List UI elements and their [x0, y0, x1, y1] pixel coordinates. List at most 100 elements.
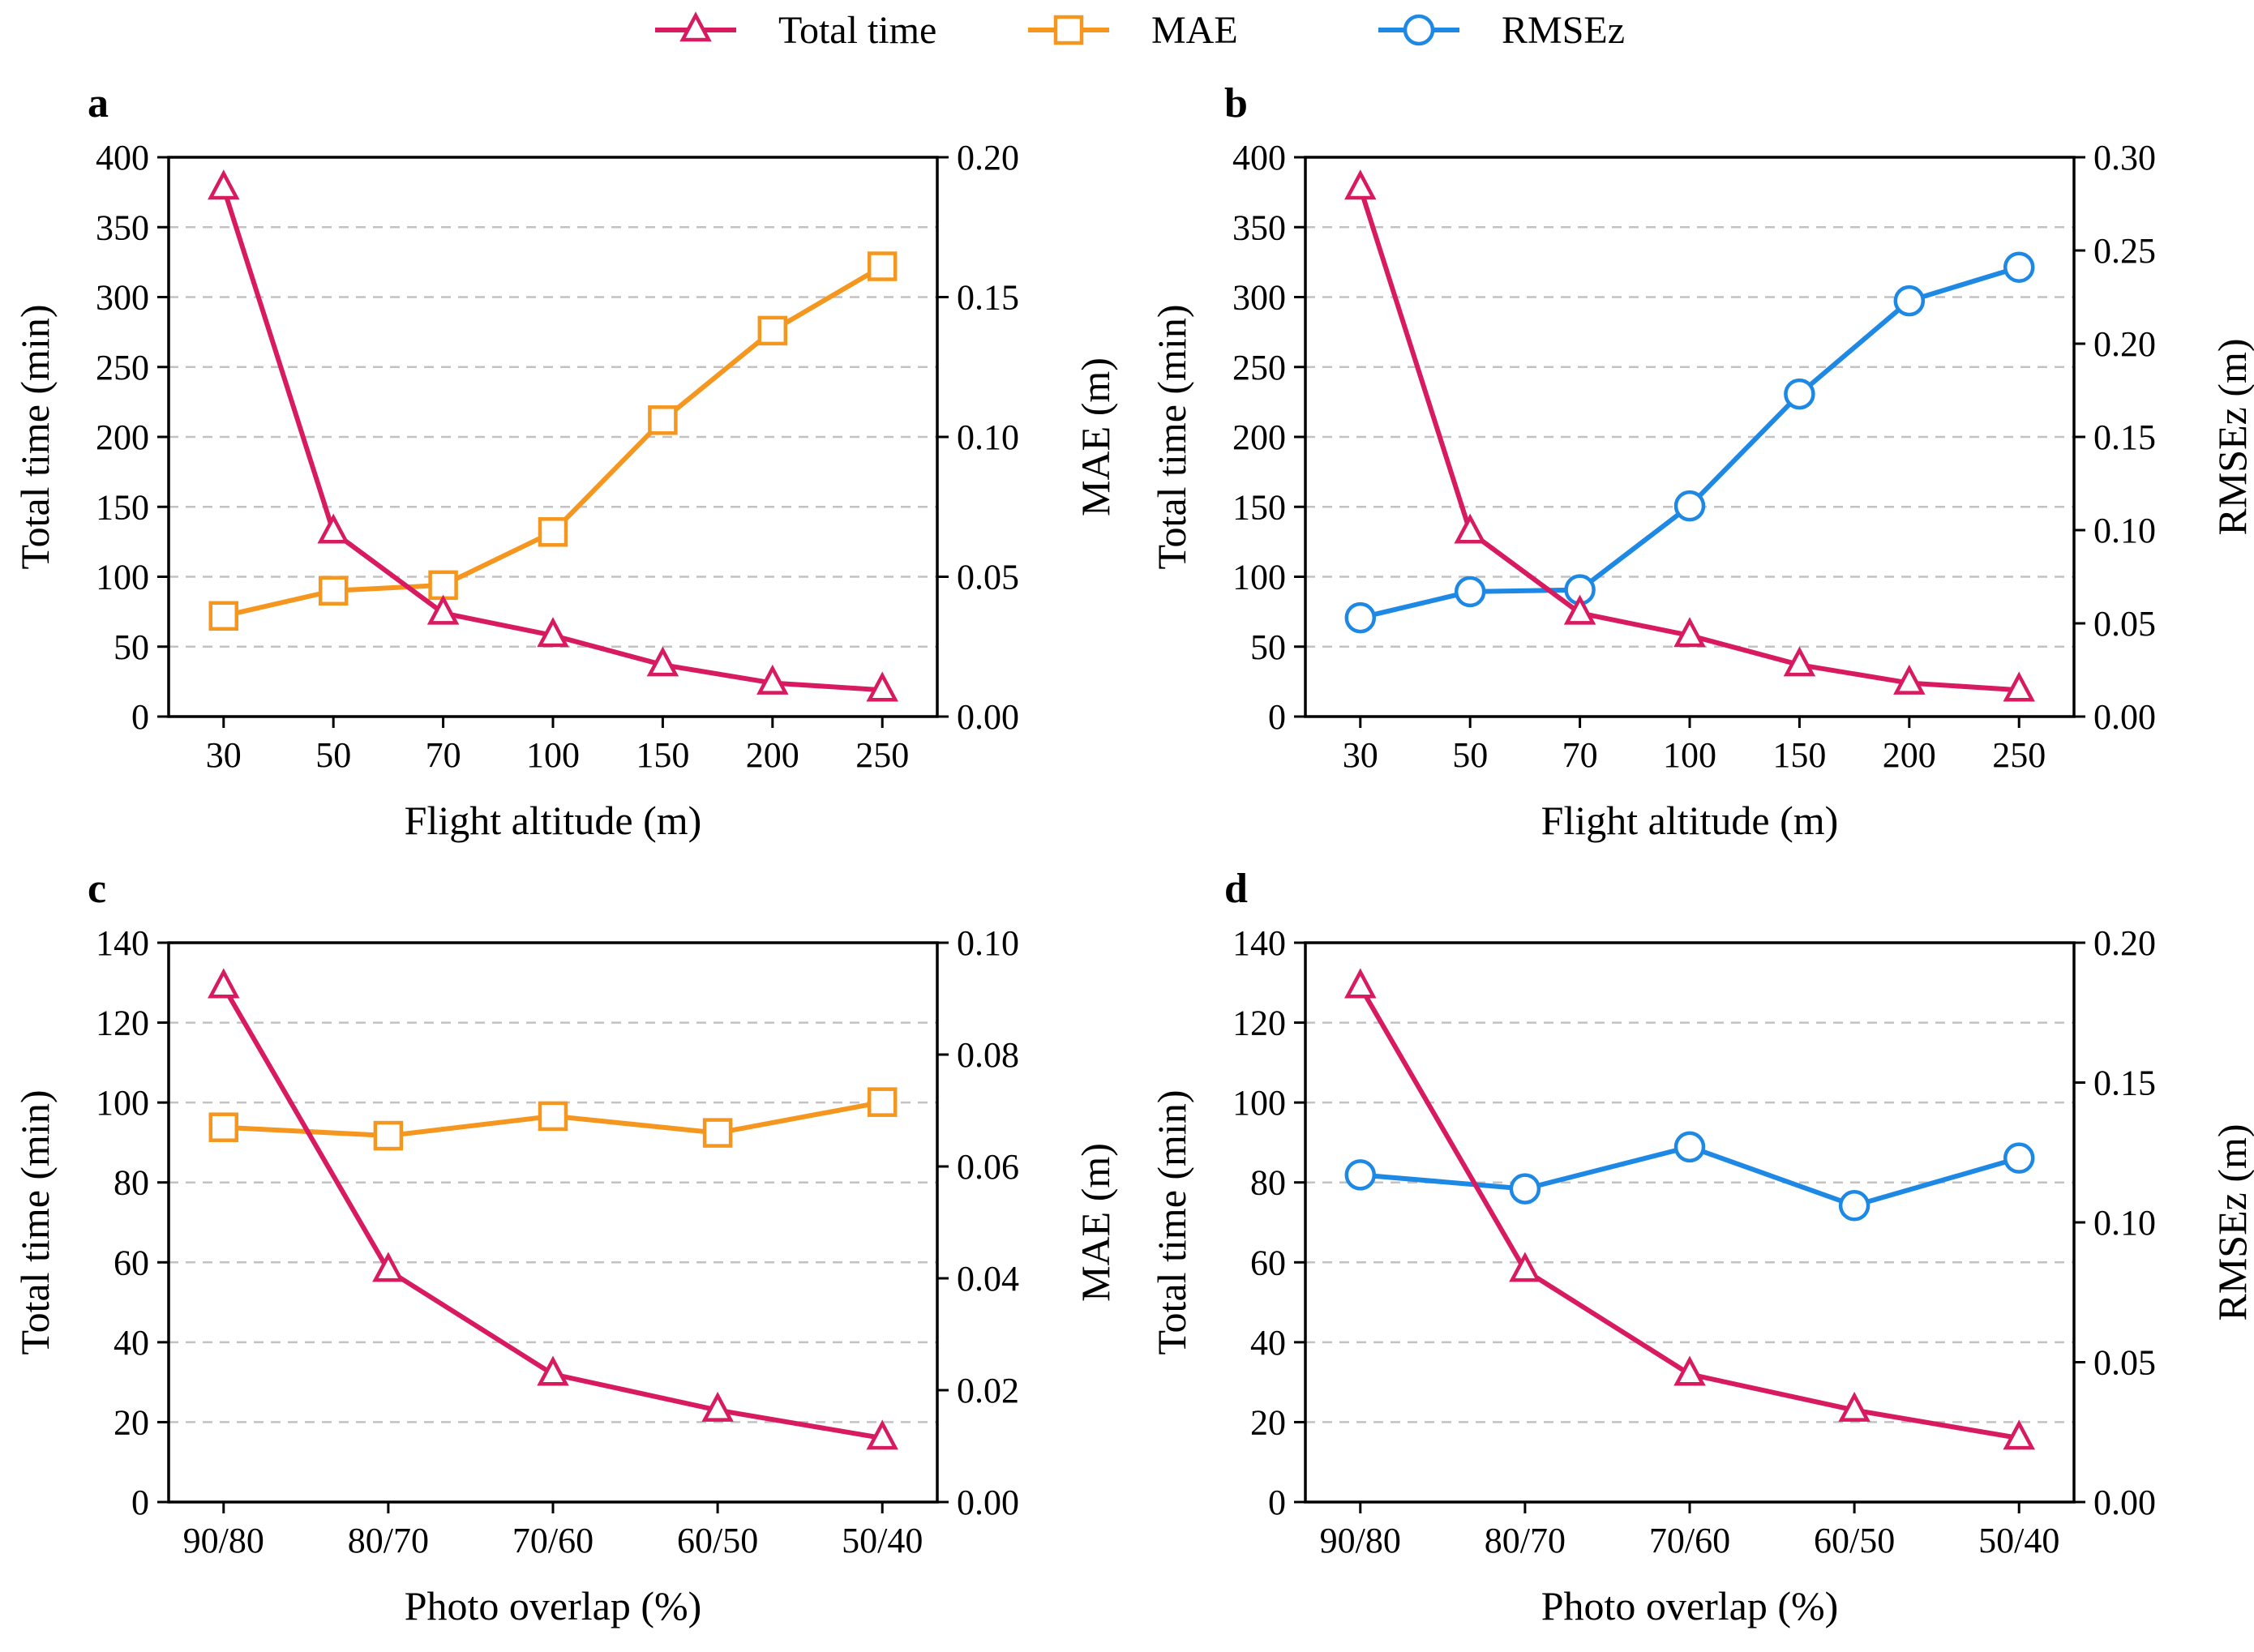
data-point-triangle: [317, 513, 349, 544]
legend-marker-triangle: [679, 11, 712, 42]
data-point-square: [373, 1120, 404, 1151]
data-point-triangle: [1783, 646, 1816, 677]
x-axis-label: Flight altitude (m): [1541, 798, 1839, 843]
panels: 0501001502002503003504000.000.050.100.15…: [12, 80, 2254, 1628]
data-point-triangle: [537, 617, 569, 648]
y-right-tick-label: 0.00: [957, 697, 1019, 737]
data-point-triangle: [537, 1355, 569, 1386]
y-right-tick-label: 0.00: [2093, 697, 2156, 737]
chart-panel-a: 0 50 100 150 200 250 300 350 400 0.00 0.05 0.10 0.15…: [12, 80, 1118, 843]
chart-panel-b: 0 50 100 150 200 250 300 350 400 0.00 0.05 0.10 0.15…: [1149, 80, 2254, 843]
data-point-triangle: [646, 646, 679, 677]
y-left-tick-label: 20: [114, 1402, 149, 1442]
y-left-tick-label: 0: [131, 1483, 149, 1522]
y-left-tick-label: 140: [96, 923, 149, 963]
legend-item-rmsez: RMSEz: [1378, 9, 1625, 52]
data-point-square: [648, 405, 678, 435]
data-point-square: [757, 315, 788, 346]
y-left-tick-label: 100: [96, 558, 149, 597]
data-point-triangle: [1838, 1391, 1870, 1422]
series-rmsez: [1344, 251, 2035, 634]
plot-frame: [1304, 941, 2076, 1504]
y-left-tick-label: 80: [1250, 1163, 1286, 1203]
x-axis-label: Photo overlap (%): [405, 1583, 702, 1628]
data-point-circle: [1784, 378, 1815, 410]
series-total-time: [1344, 968, 2035, 1450]
y-right-tick-label: 0.10: [957, 923, 1019, 963]
y-left-tick-label: 50: [1250, 627, 1286, 667]
y-right-tick-label: 0.20: [2093, 923, 2156, 963]
series-mae: [208, 1087, 898, 1151]
x-tick-label: 150: [1772, 735, 1826, 775]
y-left-tick-label: 350: [96, 208, 149, 247]
series-line: [1357, 187, 2020, 693]
y-left-tick-label: 400: [96, 138, 149, 178]
legend-item-mae: MAE: [1028, 9, 1238, 52]
chart-panel-c: 0 20 40 60 80 100 120 140 0.00 0.02 0.04 0.06 0.08 0.…: [12, 866, 1118, 1628]
x-tick-label: 200: [746, 735, 799, 775]
data-point-circle: [2003, 251, 2035, 283]
y-left-tick-label: 80: [114, 1163, 149, 1203]
data-point-triangle: [1563, 594, 1596, 625]
data-point-triangle: [701, 1391, 734, 1422]
legend-marker-circle: [1403, 14, 1435, 46]
series-line: [1360, 264, 2020, 621]
y-left-tick-label: 20: [1250, 1402, 1286, 1442]
y-right-tick-label: 0.10: [2093, 1203, 2156, 1243]
y-right-axis-label: RMSEz (m): [2209, 338, 2254, 535]
data-point-triangle: [1454, 513, 1486, 544]
y-right-tick-label: 0.05: [2093, 1343, 2156, 1383]
data-point-square: [318, 576, 349, 606]
data-point-triangle: [1509, 1252, 1541, 1282]
y-left-tick-label: 50: [114, 627, 149, 667]
x-tick-label: 70: [1562, 735, 1598, 775]
y-left-axis-label: Total time (min): [1149, 305, 1194, 570]
data-point-square: [208, 1112, 239, 1142]
series-total-time: [208, 169, 898, 702]
x-tick-label: 250: [1992, 735, 2046, 775]
data-point-circle: [2003, 1142, 2035, 1174]
y-left-tick-label: 400: [1232, 138, 1286, 178]
y-left-tick-label: 300: [96, 278, 149, 318]
y-right-tick-label: 0.30: [2093, 138, 2156, 178]
x-tick-label: 80/70: [348, 1521, 429, 1560]
legend-item-total-time: Total time: [655, 9, 936, 52]
y-left-tick-label: 120: [96, 1004, 149, 1043]
data-point-square: [702, 1118, 733, 1148]
y-right-tick-label: 0.20: [957, 138, 1019, 178]
data-point-triangle: [372, 1252, 405, 1282]
series-line: [221, 187, 883, 693]
series-total-time: [208, 968, 898, 1450]
y-left-tick-label: 250: [96, 348, 149, 387]
x-axis-label: Photo overlap (%): [1541, 1583, 1839, 1628]
data-point-square: [538, 1101, 568, 1132]
data-point-square: [867, 251, 898, 281]
data-point-square: [428, 570, 458, 601]
x-tick-label: 90/80: [1320, 1521, 1401, 1560]
x-tick-label: 100: [526, 735, 580, 775]
x-tick-label: 50/40: [842, 1521, 923, 1560]
data-point-triangle: [1673, 1355, 1706, 1386]
series-mae: [208, 251, 898, 631]
y-left-tick-label: 300: [1232, 278, 1286, 318]
data-point-circle: [1673, 490, 1706, 522]
data-point-triangle: [2003, 1419, 2035, 1450]
data-point-triangle: [426, 594, 460, 625]
y-left-axis-label: Total time (min): [12, 305, 58, 570]
x-tick-label: 60/50: [1814, 1521, 1895, 1560]
data-point-circle: [1838, 1190, 1870, 1222]
data-point-circle: [1344, 1159, 1377, 1191]
panel-letter: d: [1224, 866, 1248, 912]
data-point-square: [538, 517, 568, 547]
y-left-tick-label: 200: [96, 417, 149, 457]
data-point-triangle: [1344, 968, 1377, 999]
legend-label: Total time: [778, 9, 936, 52]
data-point-triangle: [1673, 617, 1706, 648]
data-point-triangle: [208, 169, 240, 200]
data-point-triangle: [1344, 169, 1377, 200]
y-left-tick-label: 120: [1232, 1004, 1286, 1043]
series-rmsez: [1344, 1131, 2035, 1222]
x-tick-label: 70/60: [1649, 1521, 1730, 1560]
y-right-tick-label: 0.20: [2093, 324, 2156, 364]
